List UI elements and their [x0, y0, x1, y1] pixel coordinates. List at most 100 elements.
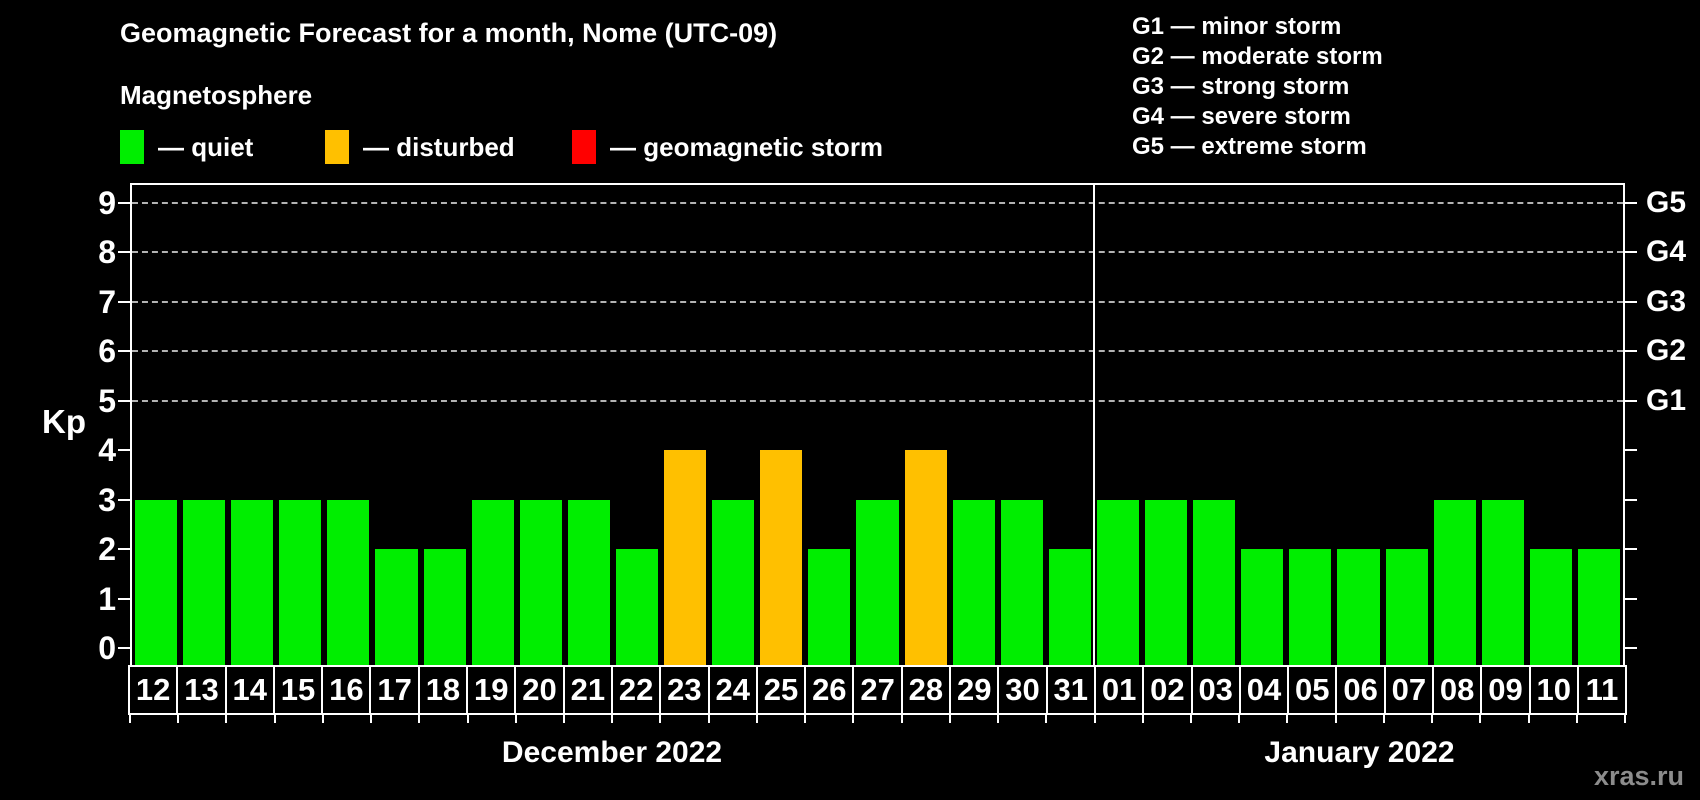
gridline-kp-5 — [132, 399, 1623, 402]
gridline-kp-8 — [132, 251, 1623, 253]
kp-bar-24 — [712, 499, 755, 665]
g-level-label-g1: G1 — [1646, 383, 1687, 417]
legend-item-disturbed: — disturbed — [325, 129, 515, 165]
right-axis-tick-5 — [1625, 399, 1637, 402]
date-boundary-tick-8 — [514, 715, 517, 723]
date-cell-25: 25 — [755, 665, 807, 715]
date-cell-06: 06 — [1335, 665, 1386, 715]
right-axis-tick-0 — [1625, 647, 1637, 649]
left-axis-tick-4 — [118, 449, 130, 451]
y-axis-label-9: 9 — [98, 184, 116, 221]
date-boundary-tick-23 — [1238, 715, 1241, 723]
kp-bar-05 — [1289, 549, 1332, 665]
y-axis-label-6: 6 — [98, 333, 116, 369]
date-cell-15: 15 — [272, 665, 324, 715]
right-axis-tick-2 — [1625, 548, 1637, 550]
legend-label-disturbed: — disturbed — [363, 131, 515, 162]
date-cell-14: 14 — [224, 665, 275, 715]
right-axis-tick-8 — [1625, 251, 1637, 253]
g1-legend-line: G1 — minor storm — [1132, 13, 1342, 40]
kp-bar-28 — [904, 450, 947, 665]
legend-item-storm: — geomagnetic storm — [572, 129, 883, 165]
kp-bar-27 — [856, 499, 899, 665]
page-title: Geomagnetic Forecast for a month, Nome (… — [120, 18, 778, 48]
date-boundary-tick-12 — [707, 715, 710, 723]
kp-bar-30 — [1000, 499, 1043, 665]
kp-bar-16 — [327, 499, 370, 665]
y-axis-title: Kp — [42, 403, 86, 440]
g3-legend-line: G3 — strong storm — [1132, 73, 1350, 100]
date-cell-04: 04 — [1238, 665, 1290, 715]
storm-color-swatch — [572, 130, 596, 164]
kp-bar-17 — [375, 549, 418, 665]
kp-bar-29 — [952, 499, 995, 665]
kp-bar-01 — [1096, 499, 1140, 665]
left-axis-tick-8 — [118, 251, 130, 253]
left-axis-tick-2 — [118, 548, 130, 550]
legend-item-quiet: — quiet — [120, 129, 253, 165]
date-cell-23: 23 — [659, 665, 710, 715]
kp-bar-22 — [615, 549, 659, 665]
y-axis-label-2: 2 — [98, 531, 116, 567]
xras-watermark: xras.ru — [1593, 761, 1684, 791]
kp-bar-25 — [760, 450, 803, 665]
g-scale-legend: G1 — minor storm G2 — moderate storm G3 … — [1132, 12, 1383, 162]
right-axis-tick-9 — [1625, 201, 1637, 204]
date-cell-20: 20 — [514, 665, 565, 715]
date-cell-02: 02 — [1142, 665, 1193, 715]
date-boundary-tick-0 — [129, 715, 131, 723]
g-level-label-g2: G2 — [1646, 334, 1687, 367]
kp-bar-21 — [567, 499, 610, 665]
kp-bar-07 — [1385, 549, 1428, 665]
g-level-label-g3: G3 — [1646, 284, 1687, 318]
kp-bar-06 — [1337, 549, 1380, 665]
month-label-january: January 2022 — [1264, 736, 1455, 769]
right-axis-tick-6 — [1625, 350, 1637, 352]
left-axis-tick-1 — [118, 597, 130, 600]
date-boundary-tick-2 — [225, 715, 228, 723]
date-cell-10: 10 — [1528, 665, 1579, 715]
date-axis-row: 12 13 14 15 16 17 18 19 20 21 22 23 24 25 26 27 28 29 30 31… — [128, 665, 1628, 715]
month-divider-line — [1092, 185, 1095, 665]
date-cell-17: 17 — [369, 665, 420, 715]
y-axis-label-4: 4 — [98, 432, 116, 468]
g-level-label-g4: G4 — [1646, 235, 1687, 268]
date-cell-19: 19 — [466, 665, 517, 715]
quiet-color-swatch — [120, 130, 144, 164]
y-axis-label-5: 5 — [98, 382, 116, 419]
legend-label-storm: — geomagnetic storm — [610, 131, 884, 162]
kp-bar-02 — [1145, 499, 1188, 665]
date-boundary-tick-7 — [466, 715, 469, 723]
left-axis-tick-9 — [118, 201, 130, 204]
date-cell-26: 26 — [804, 665, 855, 715]
gridline-kp-7 — [132, 300, 1623, 303]
date-cell-22: 22 — [610, 665, 662, 715]
date-cell-18: 18 — [417, 665, 469, 715]
gridline-kp-6 — [132, 350, 1623, 352]
date-boundary-tick-20 — [1093, 715, 1096, 723]
date-cell-28: 28 — [900, 665, 952, 715]
kp-bar-13 — [183, 499, 226, 665]
right-axis-tick-1 — [1625, 597, 1637, 600]
g-level-label-g5: G5 — [1646, 185, 1687, 219]
kp-bar-31 — [1048, 549, 1091, 665]
date-boundary-tick-13 — [755, 715, 758, 723]
g2-legend-line: G2 — moderate storm — [1132, 43, 1383, 70]
right-axis-tick-3 — [1625, 498, 1637, 501]
kp-bar-18 — [423, 549, 466, 665]
date-cell-27: 27 — [852, 665, 903, 715]
date-boundary-tick-11 — [659, 715, 662, 723]
right-axis-tick-7 — [1625, 300, 1637, 303]
y-axis-label-3: 3 — [98, 481, 116, 518]
date-boundary-tick-30 — [1575, 715, 1578, 723]
left-axis-tick-5 — [118, 399, 130, 402]
date-boundary-tick-6 — [418, 715, 421, 723]
left-axis-tick-0 — [118, 647, 130, 649]
date-boundary-tick-29 — [1527, 715, 1530, 723]
left-axis-tick-6 — [118, 350, 130, 352]
date-boundary-tick-28 — [1479, 715, 1482, 723]
date-boundary-tick-26 — [1382, 715, 1385, 723]
y-axis-label-1: 1 — [98, 580, 116, 617]
date-boundary-tick-5 — [370, 715, 373, 723]
date-boundary-tick-1 — [177, 715, 180, 723]
